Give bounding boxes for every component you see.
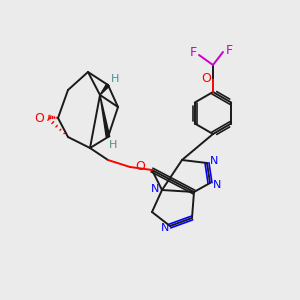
Text: F: F [189,46,197,59]
Text: N: N [161,223,169,233]
Text: N: N [151,184,159,194]
Text: O: O [201,71,211,85]
Polygon shape [100,84,110,95]
Text: H: H [111,74,119,84]
Text: N: N [210,156,218,166]
Polygon shape [100,95,110,137]
Text: O: O [34,112,44,124]
Text: N: N [213,180,221,190]
Text: O: O [135,160,145,173]
Text: F: F [225,44,233,56]
Text: H: H [109,140,117,150]
